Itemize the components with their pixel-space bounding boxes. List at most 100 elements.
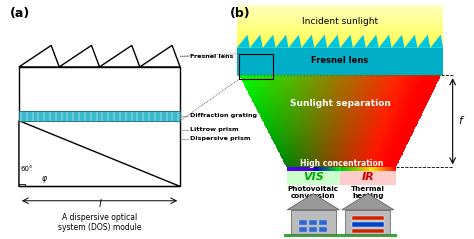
Polygon shape xyxy=(307,125,310,126)
Polygon shape xyxy=(270,91,273,92)
Polygon shape xyxy=(279,114,282,115)
Polygon shape xyxy=(398,133,401,134)
Polygon shape xyxy=(362,164,364,165)
Polygon shape xyxy=(344,136,346,137)
Polygon shape xyxy=(292,140,294,141)
Polygon shape xyxy=(317,110,320,111)
Polygon shape xyxy=(308,126,310,127)
Polygon shape xyxy=(381,152,383,153)
Polygon shape xyxy=(371,87,374,88)
Polygon shape xyxy=(355,164,357,165)
Polygon shape xyxy=(358,155,361,156)
Polygon shape xyxy=(278,127,281,128)
Polygon shape xyxy=(255,99,259,101)
Polygon shape xyxy=(344,82,348,83)
Polygon shape xyxy=(407,102,410,103)
Polygon shape xyxy=(373,153,375,155)
Polygon shape xyxy=(363,88,367,89)
Polygon shape xyxy=(260,102,264,103)
Polygon shape xyxy=(299,137,302,139)
Polygon shape xyxy=(266,121,269,122)
Polygon shape xyxy=(409,96,413,97)
Polygon shape xyxy=(326,165,328,166)
Polygon shape xyxy=(294,84,298,86)
Polygon shape xyxy=(307,147,310,148)
Polygon shape xyxy=(381,108,384,109)
Polygon shape xyxy=(399,157,401,158)
Polygon shape xyxy=(294,129,297,130)
Polygon shape xyxy=(344,155,346,156)
Polygon shape xyxy=(313,136,316,137)
Polygon shape xyxy=(401,151,404,152)
Polygon shape xyxy=(336,75,340,76)
Polygon shape xyxy=(286,126,290,127)
Polygon shape xyxy=(389,163,391,164)
Polygon shape xyxy=(352,83,356,84)
Polygon shape xyxy=(237,39,443,40)
Polygon shape xyxy=(333,140,336,141)
Polygon shape xyxy=(291,87,295,88)
Polygon shape xyxy=(266,81,270,82)
Polygon shape xyxy=(390,87,393,88)
Polygon shape xyxy=(352,82,356,83)
Polygon shape xyxy=(389,157,392,158)
Polygon shape xyxy=(422,99,426,101)
Polygon shape xyxy=(299,146,302,147)
Polygon shape xyxy=(289,92,292,94)
Polygon shape xyxy=(406,135,409,136)
Polygon shape xyxy=(332,134,335,135)
Polygon shape xyxy=(241,79,245,80)
Polygon shape xyxy=(396,79,400,80)
Polygon shape xyxy=(377,110,381,111)
Polygon shape xyxy=(368,165,370,166)
Polygon shape xyxy=(363,117,366,118)
Polygon shape xyxy=(272,127,275,128)
Polygon shape xyxy=(389,104,392,105)
Polygon shape xyxy=(367,87,371,88)
Polygon shape xyxy=(386,125,389,126)
Polygon shape xyxy=(355,133,358,134)
Polygon shape xyxy=(403,91,407,92)
Polygon shape xyxy=(354,152,356,153)
Polygon shape xyxy=(259,83,263,84)
Polygon shape xyxy=(314,91,318,92)
Polygon shape xyxy=(318,158,320,159)
Polygon shape xyxy=(306,87,310,88)
Polygon shape xyxy=(274,94,278,95)
Polygon shape xyxy=(312,164,314,165)
Polygon shape xyxy=(303,141,306,142)
Polygon shape xyxy=(279,86,283,87)
Polygon shape xyxy=(340,76,344,78)
Polygon shape xyxy=(264,94,267,95)
Polygon shape xyxy=(298,162,300,163)
Polygon shape xyxy=(384,141,387,142)
Polygon shape xyxy=(325,158,327,159)
Polygon shape xyxy=(337,157,339,158)
Polygon shape xyxy=(319,163,321,164)
Polygon shape xyxy=(237,27,443,28)
Polygon shape xyxy=(297,81,301,82)
Polygon shape xyxy=(311,142,314,143)
Polygon shape xyxy=(413,86,417,87)
Polygon shape xyxy=(275,95,279,96)
Polygon shape xyxy=(352,143,354,144)
Polygon shape xyxy=(288,111,291,112)
Polygon shape xyxy=(309,130,311,132)
Polygon shape xyxy=(301,159,304,160)
Polygon shape xyxy=(348,155,351,156)
Polygon shape xyxy=(377,127,380,128)
Polygon shape xyxy=(344,144,346,146)
Polygon shape xyxy=(366,120,369,121)
Polygon shape xyxy=(314,90,318,91)
Polygon shape xyxy=(282,112,285,113)
Polygon shape xyxy=(297,132,300,133)
Polygon shape xyxy=(385,129,388,130)
Polygon shape xyxy=(304,122,307,124)
Polygon shape xyxy=(344,86,348,87)
Polygon shape xyxy=(340,96,344,97)
Polygon shape xyxy=(255,84,259,86)
Polygon shape xyxy=(398,140,401,141)
Polygon shape xyxy=(365,143,368,144)
Polygon shape xyxy=(319,141,322,142)
Polygon shape xyxy=(409,129,411,130)
